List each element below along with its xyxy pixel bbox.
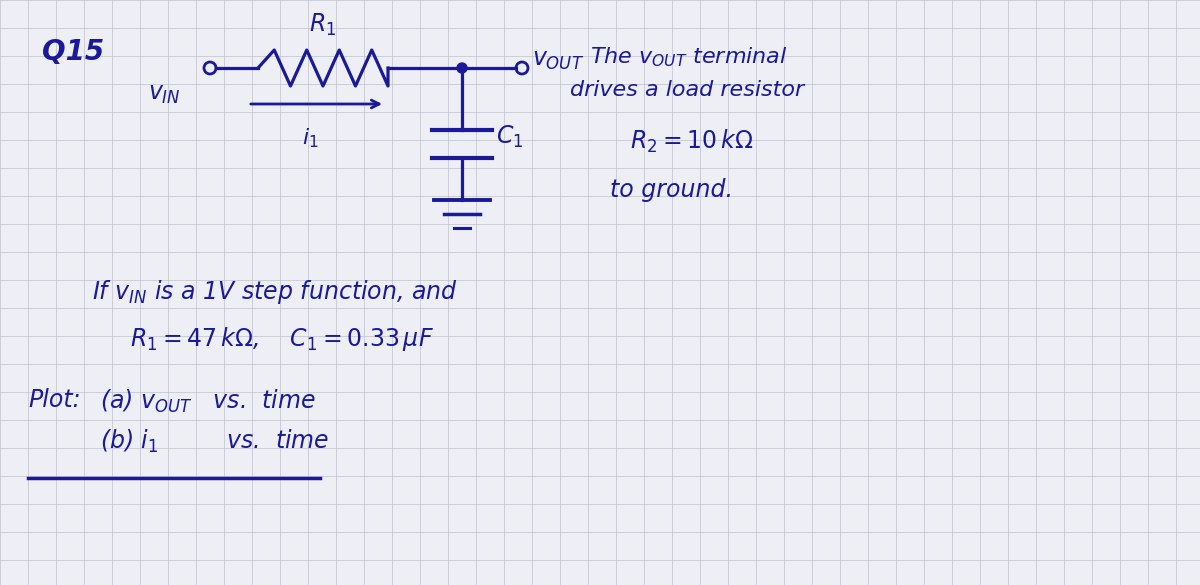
Text: Q15: Q15 [42, 38, 104, 66]
Text: drives a load resistor: drives a load resistor [570, 80, 804, 100]
Text: (b) $i_1$         vs.  time: (b) $i_1$ vs. time [100, 428, 330, 455]
Text: $R_1 = 47\,k\Omega$,    $C_1 = 0.33\,\mu F$: $R_1 = 47\,k\Omega$, $C_1 = 0.33\,\mu F$ [130, 325, 434, 353]
Circle shape [457, 63, 467, 73]
Text: $R_2 = 10\,k\Omega$: $R_2 = 10\,k\Omega$ [630, 128, 754, 155]
Text: $R_1$: $R_1$ [310, 12, 337, 38]
Text: $v_{OUT}$: $v_{OUT}$ [532, 48, 584, 72]
Text: to ground.: to ground. [610, 178, 733, 202]
Text: $v_{IN}$: $v_{IN}$ [148, 82, 181, 106]
Text: The $v_{OUT}$ terminal: The $v_{OUT}$ terminal [590, 45, 787, 68]
Text: $C_1$: $C_1$ [496, 124, 523, 150]
Text: (a) $v_{OUT}$   vs.  time: (a) $v_{OUT}$ vs. time [100, 388, 316, 415]
Text: If $v_{IN}$ is a 1V step function, and: If $v_{IN}$ is a 1V step function, and [92, 278, 458, 306]
Text: $i_1$: $i_1$ [301, 126, 318, 150]
Text: Plot:: Plot: [28, 388, 80, 412]
